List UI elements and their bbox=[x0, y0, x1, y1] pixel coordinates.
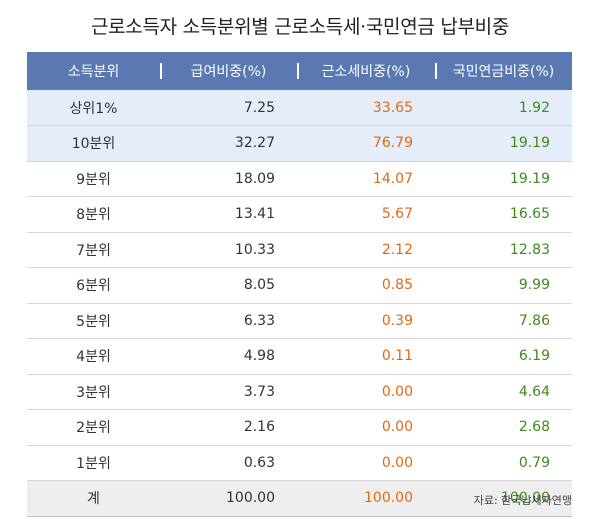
tax-share-cell: 0.00 bbox=[381, 383, 413, 400]
table-row: 8분위 13.41 5.67 16.65 bbox=[27, 197, 572, 232]
pension-share-cell: 2.68 bbox=[518, 419, 550, 436]
total-label-cell: 계 bbox=[87, 491, 100, 508]
pay-share-cell: 13.41 bbox=[234, 206, 275, 223]
pension-share-cell: 7.86 bbox=[518, 312, 550, 329]
decile-cell: 5분위 bbox=[76, 313, 111, 330]
pension-share-cell: 4.64 bbox=[518, 383, 550, 400]
decile-cell: 2분위 bbox=[76, 420, 111, 437]
total-pay-share-cell: 100.00 bbox=[226, 490, 275, 507]
column-header-pension-share: 국민연금비중(%) bbox=[435, 52, 572, 90]
column-header-pay-share: 급여비중(%) bbox=[160, 52, 297, 90]
total-pension-share-cell: 100.00 bbox=[501, 490, 550, 507]
table-row: 1분위 0.63 0.00 0.79 bbox=[27, 445, 572, 481]
source-note: 자료: 한국납세자연맹 bbox=[473, 494, 572, 507]
table-row: 3분위 3.73 0.00 4.64 bbox=[27, 374, 572, 410]
tax-share-cell: 0.85 bbox=[381, 277, 413, 294]
header-row: 소득분위 급여비중(%) 근소세비중(%) 국민연금비중(%) bbox=[27, 52, 572, 90]
decile-cell: 6분위 bbox=[76, 278, 111, 295]
table-row: 2분위 2.16 0.00 2.68 bbox=[27, 410, 572, 445]
pay-share-cell: 7.25 bbox=[243, 99, 275, 116]
table-row: 6분위 8.05 0.85 9.99 bbox=[27, 268, 572, 303]
tax-share-cell: 14.07 bbox=[372, 170, 413, 187]
decile-cell: 1분위 bbox=[76, 455, 111, 472]
tax-share-cell: 0.11 bbox=[381, 348, 413, 365]
decile-cell: 8분위 bbox=[76, 207, 111, 224]
pay-share-cell: 3.73 bbox=[243, 383, 275, 400]
pension-share-cell: 0.79 bbox=[518, 454, 550, 471]
tax-share-cell: 0.39 bbox=[381, 312, 413, 329]
decile-cell: 3분위 bbox=[76, 384, 111, 401]
decile-cell: 상위1% bbox=[69, 100, 118, 117]
tax-share-cell: 5.67 bbox=[381, 206, 413, 223]
column-header-label: 급여비중(%) bbox=[190, 64, 267, 80]
table-header: 소득분위 급여비중(%) 근소세비중(%) 국민연금비중(%) bbox=[27, 52, 572, 90]
table-body: 상위1% 7.25 33.65 1.92 10분위 32.27 76.79 19… bbox=[27, 90, 572, 516]
tax-share-cell: 2.12 bbox=[381, 241, 413, 258]
pay-share-cell: 2.16 bbox=[243, 419, 275, 436]
decile-cell: 7분위 bbox=[76, 242, 111, 259]
pension-share-cell: 19.19 bbox=[509, 135, 550, 152]
pension-share-cell: 12.83 bbox=[509, 241, 550, 258]
pay-share-cell: 18.09 bbox=[234, 170, 275, 187]
column-header-tax-share: 근소세비중(%) bbox=[297, 52, 435, 90]
decile-cell: 9분위 bbox=[76, 171, 111, 188]
column-separator bbox=[297, 63, 299, 79]
income-share-table: 소득분위 급여비중(%) 근소세비중(%) 국민연금비중(%) 상위1% 7.2… bbox=[27, 52, 572, 517]
table-row: 10분위 32.27 76.79 19.19 bbox=[27, 125, 572, 161]
table-row: 4분위 4.98 0.11 6.19 bbox=[27, 339, 572, 374]
column-separator bbox=[160, 63, 162, 79]
column-header-income-decile: 소득분위 bbox=[67, 64, 120, 80]
tax-share-cell: 0.00 bbox=[381, 454, 413, 471]
decile-cell: 10분위 bbox=[71, 136, 116, 153]
tax-share-cell: 33.65 bbox=[372, 99, 413, 116]
pension-share-cell: 9.99 bbox=[518, 277, 550, 294]
table-row: 상위1% 7.25 33.65 1.92 bbox=[27, 90, 572, 126]
total-row: 계 100.00 100.00 100.00 bbox=[27, 480, 572, 516]
column-header-label: 국민연금비중(%) bbox=[452, 64, 555, 80]
decile-cell: 4분위 bbox=[76, 349, 111, 366]
column-header-label: 근소세비중(%) bbox=[321, 64, 411, 80]
pay-share-cell: 0.63 bbox=[243, 454, 275, 471]
table-row: 5분위 6.33 0.39 7.86 bbox=[27, 303, 572, 339]
pay-share-cell: 6.33 bbox=[243, 312, 275, 329]
tax-share-cell: 76.79 bbox=[372, 135, 413, 152]
pension-share-cell: 6.19 bbox=[518, 348, 550, 365]
pension-share-cell: 16.65 bbox=[509, 206, 550, 223]
pay-share-cell: 8.05 bbox=[243, 277, 275, 294]
pay-share-cell: 32.27 bbox=[234, 135, 275, 152]
tax-share-cell: 0.00 bbox=[381, 419, 413, 436]
total-tax-share-cell: 100.00 bbox=[364, 490, 413, 507]
table-title: 근로소득자 소득분위별 근로소득세·국민연금 납부비중 bbox=[90, 16, 510, 38]
table-row: 9분위 18.09 14.07 19.19 bbox=[27, 161, 572, 197]
column-separator bbox=[435, 63, 437, 79]
pension-share-cell: 1.92 bbox=[518, 99, 550, 116]
pay-share-cell: 10.33 bbox=[234, 241, 275, 258]
pay-share-cell: 4.98 bbox=[243, 348, 275, 365]
table-row: 7분위 10.33 2.12 12.83 bbox=[27, 232, 572, 268]
pension-share-cell: 19.19 bbox=[509, 170, 550, 187]
